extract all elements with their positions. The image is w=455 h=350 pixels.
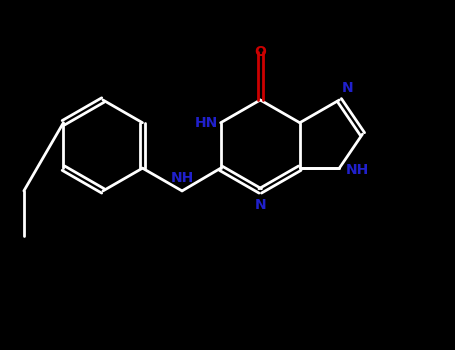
Text: N: N [254, 198, 266, 212]
Text: N: N [342, 80, 353, 94]
Text: NH: NH [171, 172, 194, 186]
Text: O: O [254, 45, 266, 59]
Text: NH: NH [346, 163, 369, 177]
Text: HN: HN [195, 116, 218, 130]
